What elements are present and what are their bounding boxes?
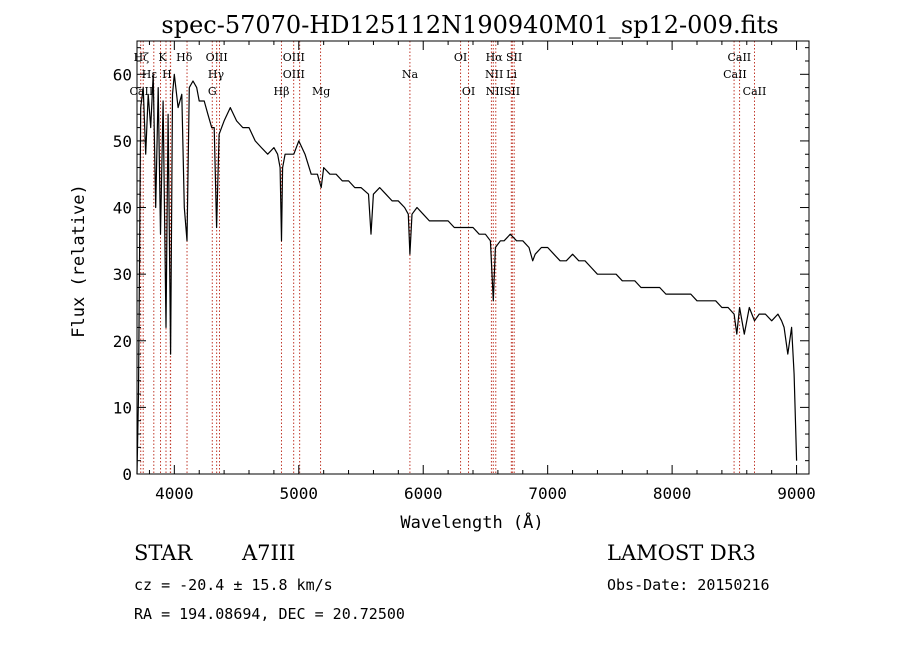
line-label: NII xyxy=(485,68,503,81)
line-label: K xyxy=(158,51,167,64)
line-label: G xyxy=(208,85,217,98)
line-label: Na xyxy=(402,68,419,81)
line-label: Hδ xyxy=(176,51,193,64)
x-axis: 4000 5000 6000 7000 8000 9000 xyxy=(148,41,816,503)
line-label: Hζ xyxy=(134,51,150,64)
object-type: STAR xyxy=(134,541,193,565)
coordinates-text: RA = 194.08694, DEC = 20.72500 xyxy=(134,605,405,623)
line-labels: Hζ K Hδ OIII OIII OI Hα SII CaII Hε H Hγ OIII Na NII Li… xyxy=(130,51,767,98)
line-label: NIISII xyxy=(486,85,521,98)
line-label: OI xyxy=(454,51,467,64)
y-axis: 0 10 20 30 40 50 60 xyxy=(113,47,809,484)
x-tick-label: 5000 xyxy=(280,484,319,503)
obs-date: Obs-Date: 20150216 xyxy=(607,576,770,594)
chart-title: spec-57070-HD125112N190940M01_sp12-009.f… xyxy=(161,11,778,39)
y-axis-label: Flux (relative) xyxy=(69,184,89,338)
y-tick-label: 40 xyxy=(113,199,132,218)
line-label: Hε xyxy=(142,68,158,81)
line-label: Hγ xyxy=(208,68,225,81)
line-label: Li xyxy=(506,68,517,81)
x-tick-label: 4000 xyxy=(155,484,194,503)
line-label: SII xyxy=(506,51,522,64)
spectrum-series xyxy=(136,73,798,475)
y-tick-label: 60 xyxy=(113,65,132,84)
plot-frame xyxy=(136,40,810,475)
line-label: OIII xyxy=(283,68,305,81)
y-tick-label: 30 xyxy=(113,265,132,284)
x-tick-label: 6000 xyxy=(404,484,443,503)
emission-line-markers xyxy=(140,41,755,474)
line-label: CaII xyxy=(743,85,767,98)
spectral-class: A7III xyxy=(241,541,295,565)
y-tick-label: 0 xyxy=(122,465,132,484)
x-tick-label: 8000 xyxy=(653,484,692,503)
y-tick-label: 50 xyxy=(113,132,132,151)
line-label: Hβ xyxy=(274,85,290,98)
x-tick-label: 7000 xyxy=(528,484,567,503)
line-label: Mg xyxy=(312,85,330,98)
y-tick-label: 10 xyxy=(113,398,132,417)
flux-series-line xyxy=(136,73,798,475)
line-label: OI xyxy=(462,85,475,98)
y-tick-label: 20 xyxy=(113,332,132,351)
line-label: H xyxy=(162,68,172,81)
line-label: CaII xyxy=(727,51,751,64)
survey-name: LAMOST DR3 xyxy=(607,541,756,565)
line-label: Hα xyxy=(486,51,504,64)
x-axis-label: Wavelength (Å) xyxy=(400,511,543,533)
line-label: OIII xyxy=(283,51,305,64)
line-label: CaII xyxy=(723,68,747,81)
x-tick-label: 9000 xyxy=(777,484,816,503)
redshift-text: cz = -20.4 ± 15.8 km/s xyxy=(134,576,333,594)
line-label: CaII xyxy=(130,85,154,98)
line-label: OIII xyxy=(206,51,228,64)
